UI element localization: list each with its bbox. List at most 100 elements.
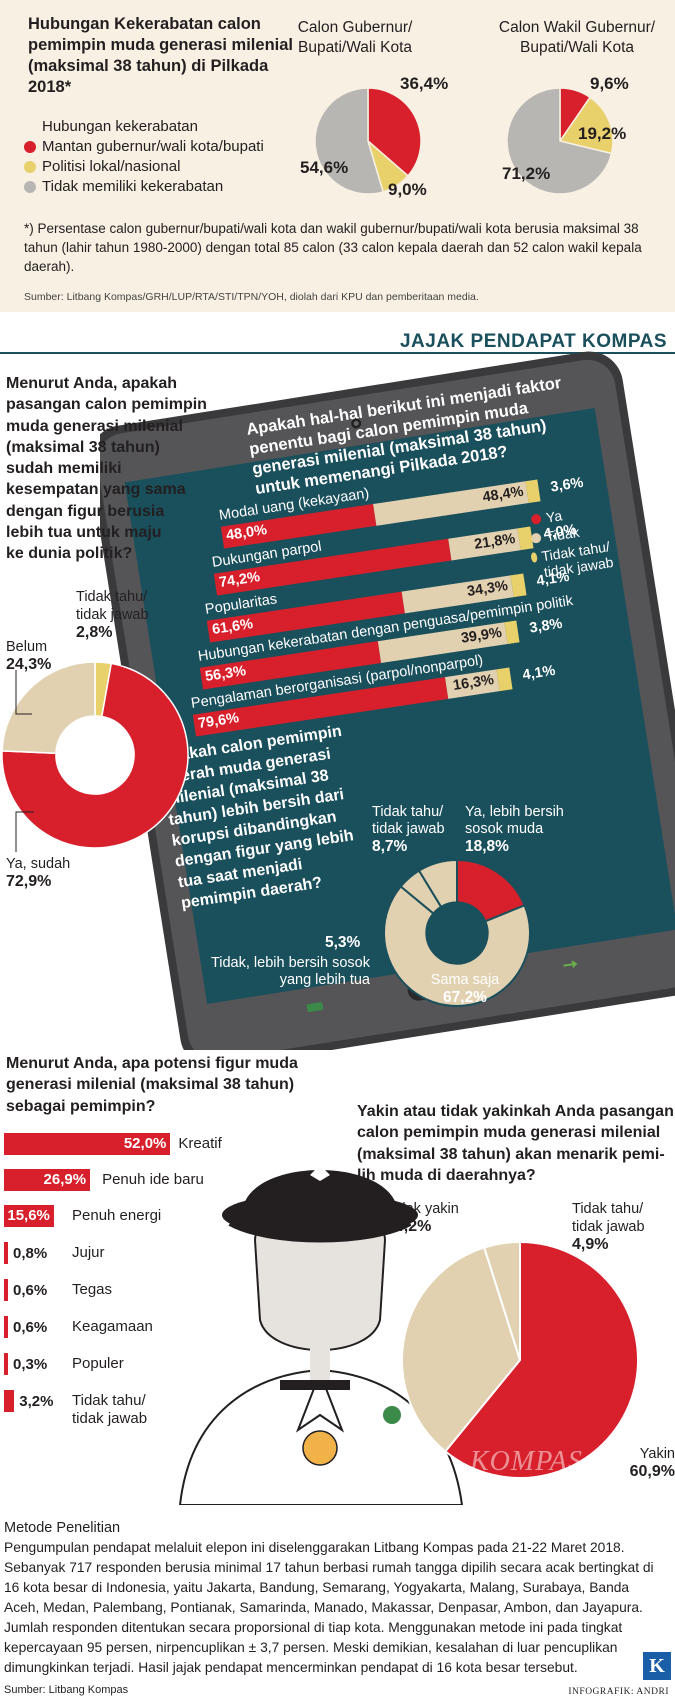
legend-swatch bbox=[530, 552, 538, 563]
donut-hole bbox=[426, 902, 488, 964]
hbar: 26,9% bbox=[4, 1169, 91, 1191]
infographic-credit: INFOGRAFIK: ANDRI bbox=[568, 1687, 669, 1697]
label-text: Tidak tahu/ tidak jawab bbox=[372, 804, 445, 837]
label-text: Yakin bbox=[639, 1446, 675, 1462]
label-value: 5,3% bbox=[325, 934, 361, 951]
q4-label-tidak-yakin: Tidak yakin 34,2% bbox=[386, 1200, 476, 1236]
hbar-category-label: Tidak tahu/ tidak jawab bbox=[72, 1392, 148, 1427]
hbar: 52,0% bbox=[4, 1133, 171, 1155]
pie-slice bbox=[506, 87, 613, 195]
q3-line: generasi milenial (maksimal 38 tahun) bbox=[6, 1076, 295, 1094]
hbar-row: 0,3% bbox=[4, 1351, 47, 1377]
header-rule bbox=[0, 352, 675, 354]
hbar-row: 0,8% bbox=[4, 1240, 47, 1266]
q1-line: dengan figur berusia bbox=[6, 502, 165, 520]
q1-line: (maksimal 38 tahun) bbox=[6, 438, 160, 456]
bar-value-label: 3,8% bbox=[528, 615, 564, 637]
pie1-label-gray: 54,6% bbox=[300, 158, 349, 177]
bar-segment bbox=[504, 620, 520, 645]
hbar-value-label: 0,6% bbox=[13, 1281, 48, 1299]
pie-slice bbox=[401, 1246, 522, 1453]
bar-value-label: 48,4% bbox=[481, 483, 525, 506]
hbar-row: 0,6% bbox=[4, 1314, 47, 1340]
hbar bbox=[4, 1279, 8, 1301]
q3-line: sebagai pemimpin? bbox=[6, 1097, 156, 1115]
hbar bbox=[4, 1242, 8, 1264]
hbar-row: 15,6% bbox=[4, 1203, 54, 1229]
label-value: 2,8% bbox=[76, 624, 113, 641]
legend-label: Tidak memiliki kekerabatan bbox=[42, 178, 224, 195]
label-value: 60,9% bbox=[629, 1463, 675, 1480]
label-value: 72,9% bbox=[6, 873, 52, 890]
label-value: 34,2% bbox=[386, 1218, 432, 1235]
legend-label: Mantan gubernur/wali kota/bupati bbox=[42, 138, 264, 155]
bar-value-label: 39,9% bbox=[459, 624, 503, 647]
label-value: 18,8% bbox=[465, 838, 509, 855]
q4-line: lih muda di daerahnya? bbox=[357, 1166, 536, 1184]
label-value: 4,9% bbox=[572, 1236, 609, 1253]
q3-line: Menurut Anda, apa potensi figur muda bbox=[6, 1055, 298, 1072]
label-text: Tidak yakin bbox=[386, 1201, 459, 1217]
hbar-value-label: 0,6% bbox=[13, 1318, 48, 1336]
jajak-pendapat-header: JAJAK PENDAPAT KOMPAS bbox=[399, 331, 667, 352]
pie-chart-wakil bbox=[506, 87, 614, 195]
tablet-label-tidak: Tidak, lebih bersih sosok yang lebih tua bbox=[195, 955, 370, 989]
hbar-row: 26,9% bbox=[4, 1167, 91, 1193]
pie2-label-red: 9,6% bbox=[590, 74, 629, 93]
legend-swatch bbox=[24, 160, 36, 173]
label-text: Tidak tahu/ tidak jawab bbox=[76, 589, 149, 623]
bar-value-label: 74,2% bbox=[218, 569, 262, 592]
kompas-watermark: KOMPAS bbox=[470, 1446, 583, 1477]
q1-line: lebih tua untuk maju bbox=[6, 524, 162, 542]
pie1-title: Calon Gubernur/ Bupati/Wali Kota bbox=[290, 18, 420, 58]
tablet-label-ya: Ya, lebih bersih sosok muda 18,8% bbox=[465, 804, 585, 856]
legend-swatch bbox=[530, 513, 542, 525]
footnote: *) Persentase calon gubernur/bupati/wali… bbox=[24, 221, 642, 274]
pie2-label-yellow: 19,2% bbox=[578, 124, 627, 143]
hbar-value-label: 0,3% bbox=[13, 1355, 48, 1373]
pie-slice bbox=[558, 96, 614, 155]
label-text: Belum bbox=[6, 639, 48, 655]
hbar bbox=[4, 1353, 8, 1375]
label-text: Ya, sudah bbox=[6, 856, 71, 872]
legend-swatch bbox=[24, 180, 36, 193]
kompas-logo-icon: K bbox=[643, 1652, 671, 1680]
legend-label: Politisi lokal/nasional bbox=[42, 158, 181, 175]
source-note-bottom: Sumber: Litbang Kompas bbox=[4, 1684, 129, 1696]
hbar-value-label: 0,8% bbox=[13, 1244, 48, 1262]
hbar bbox=[4, 1390, 15, 1412]
tablet-back-icon bbox=[306, 1002, 324, 1012]
q4-line: Yakin atau tidak yakinkah Anda pasangan bbox=[357, 1103, 674, 1120]
hbar-category-label: Populer bbox=[72, 1355, 124, 1372]
kinship-section: Hubungan Kekerabatan calon pemimpin muda… bbox=[0, 0, 675, 312]
legend-item: Mantan gubernur/wali kota/bupati bbox=[24, 138, 264, 155]
q1-line: muda generasi milenial bbox=[6, 417, 183, 435]
pie2-label-gray: 71,2% bbox=[502, 164, 551, 183]
bar-value-label: 48,0% bbox=[225, 522, 269, 545]
opportunity-donut-chart bbox=[1, 661, 189, 849]
pie-slice bbox=[443, 1240, 639, 1479]
hbar-category-label: Kreatif bbox=[178, 1135, 222, 1152]
question-attract-young-voters: Yakin atau tidak yakinkah Anda pasangan … bbox=[357, 1101, 675, 1186]
pie-slice bbox=[1, 662, 189, 849]
label-text: Tidak, lebih bersih sosok yang lebih tua bbox=[210, 955, 370, 988]
bar-value-label: 56,3% bbox=[204, 663, 248, 686]
question-potential: Menurut Anda, apa potensi figur muda gen… bbox=[6, 1053, 316, 1117]
hbar bbox=[4, 1316, 8, 1338]
pie2-title: Calon Wakil Gubernur/ Bupati/Wali Kota bbox=[482, 18, 672, 58]
label-value: 8,7% bbox=[372, 838, 408, 855]
label-value: 24,3% bbox=[6, 656, 52, 673]
bar-value-label: 16,3% bbox=[451, 672, 496, 694]
label-text: Sama saja bbox=[430, 972, 500, 988]
hbar-row: 0,6% bbox=[4, 1277, 47, 1303]
q4-label-yakin: Yakin 60,9% bbox=[615, 1445, 675, 1481]
pie-slice bbox=[482, 1240, 521, 1361]
kinship-title: Hubungan Kekerabatan calon pemimpin muda… bbox=[28, 15, 293, 96]
method-heading: Metode Penelitian bbox=[4, 1520, 121, 1536]
q1-line: pasangan calon pemimpin bbox=[6, 396, 207, 414]
method-text: Pengumpulan pendapat melaluit elepon ini… bbox=[4, 1540, 654, 1675]
hbar-category-label: Penuh energi bbox=[72, 1207, 162, 1224]
legend-heading: Hubungan kekerabatan bbox=[42, 118, 198, 135]
q4-line: (maksimal 38 tahun) akan menarik pemi- bbox=[357, 1145, 665, 1163]
hbar: 15,6% bbox=[4, 1205, 54, 1227]
